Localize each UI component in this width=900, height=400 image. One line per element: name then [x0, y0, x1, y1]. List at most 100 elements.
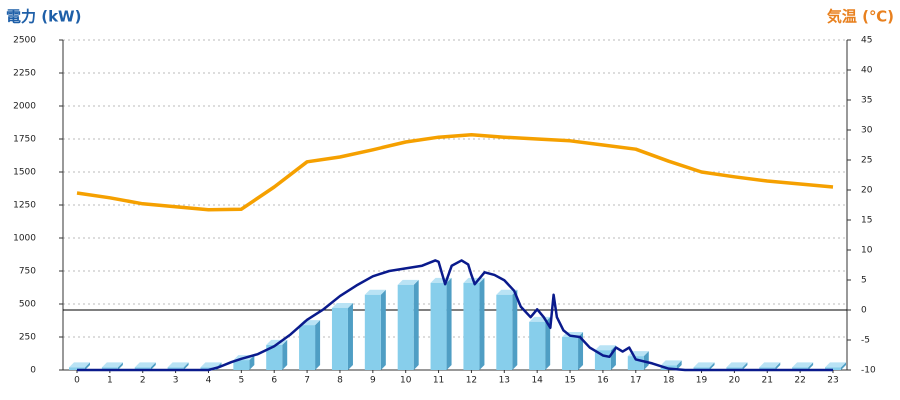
- y2-tick-label: 0: [861, 306, 867, 316]
- x-tick-label: 22: [794, 376, 805, 386]
- x-tick-label: 17: [630, 376, 641, 386]
- x-tick-label: 6: [271, 376, 277, 386]
- bar-side: [709, 362, 715, 370]
- bar: [233, 360, 250, 370]
- y-axis-title: 電力 (kW): [6, 8, 81, 26]
- x-tick-label: 8: [337, 376, 343, 386]
- y-tick-label: 1750: [13, 135, 36, 145]
- bar-side: [742, 362, 748, 370]
- x-tick-label: 12: [466, 376, 477, 386]
- bar-top: [594, 345, 616, 351]
- bar-side: [578, 332, 584, 370]
- bar: [529, 321, 546, 370]
- x-tick-label: 16: [597, 376, 609, 386]
- bar-side: [808, 362, 814, 370]
- x-tick-label: 4: [206, 376, 212, 386]
- y-tick-label: 0: [30, 366, 36, 376]
- x-tick-label: 13: [499, 376, 510, 386]
- bar: [134, 367, 151, 370]
- x-tick-label: 23: [827, 376, 838, 386]
- y-tick-label: 1250: [13, 201, 36, 211]
- bar: [200, 367, 217, 370]
- y2-tick-label: 10: [861, 246, 873, 256]
- bar-side: [347, 302, 353, 370]
- bar-side: [282, 339, 288, 370]
- x-tick-label: 11: [433, 376, 444, 386]
- bar-side: [380, 289, 386, 370]
- y2-tick-label: 40: [861, 66, 873, 76]
- bar: [397, 284, 414, 370]
- bar-top: [364, 289, 386, 295]
- bar-top: [660, 360, 682, 366]
- y2-tick-label: 30: [861, 126, 873, 136]
- y-tick-label: 2250: [13, 69, 36, 79]
- bar-top: [825, 362, 846, 368]
- x-tick-label: 19: [696, 376, 708, 386]
- y-tick-label: 2500: [13, 36, 36, 46]
- bar-side: [446, 277, 452, 370]
- bar-top: [200, 362, 222, 368]
- bar: [562, 337, 579, 370]
- y2-axis-title: 気温 (℃): [827, 8, 894, 26]
- bar: [759, 367, 776, 370]
- y2-tick-label: -5: [861, 336, 870, 346]
- bar: [463, 282, 480, 370]
- bar-top: [397, 279, 419, 285]
- bar-top: [331, 302, 353, 308]
- bar-side: [512, 289, 518, 370]
- bar-top: [167, 362, 189, 368]
- y2-tick-label: 25: [861, 156, 872, 166]
- x-tick-label: 20: [729, 376, 741, 386]
- x-tick-label: 9: [370, 376, 376, 386]
- bar: [266, 344, 283, 370]
- x-tick-label: 14: [531, 376, 543, 386]
- bar-top: [69, 362, 90, 368]
- bar-side: [150, 362, 156, 370]
- bar: [825, 367, 841, 370]
- bar-side: [117, 362, 123, 370]
- bar-side: [413, 279, 419, 370]
- bar-side: [183, 362, 189, 370]
- bar-side: [775, 362, 781, 370]
- y-tick-label: 1500: [13, 168, 36, 178]
- bar-top: [792, 362, 814, 368]
- temperature-line: [76, 133, 834, 212]
- y2-tick-label: 20: [861, 186, 873, 196]
- bar-side: [643, 351, 649, 370]
- bar-top: [134, 362, 156, 368]
- bar-side: [479, 277, 485, 370]
- x-tick-label: 3: [173, 376, 179, 386]
- bar: [364, 294, 381, 370]
- bar-side: [249, 355, 255, 370]
- bar: [792, 367, 809, 370]
- bar: [496, 294, 513, 370]
- y-tick-label: 1000: [13, 234, 36, 244]
- bar-side: [315, 320, 321, 370]
- y-tick-label: 750: [19, 267, 36, 277]
- bar-side: [841, 362, 846, 370]
- x-tick-label: 1: [107, 376, 113, 386]
- bar: [299, 325, 316, 370]
- x-tick-label: 15: [564, 376, 575, 386]
- y2-tick-label: 15: [861, 216, 872, 226]
- bar-side: [545, 316, 551, 370]
- y-tick-label: 500: [19, 300, 36, 310]
- x-tick-label: 18: [663, 376, 675, 386]
- bar-side: [85, 362, 90, 370]
- y2-tick-label: 45: [861, 36, 872, 46]
- bar: [430, 282, 447, 370]
- bar: [101, 367, 118, 370]
- bar-top: [101, 362, 123, 368]
- bar: [167, 367, 184, 370]
- bar-side: [676, 360, 682, 370]
- y-tick-label: 2000: [13, 102, 36, 112]
- bar-top: [496, 289, 518, 295]
- y2-tick-label: 35: [861, 96, 872, 106]
- bar-top: [693, 362, 715, 368]
- x-tick-label: 0: [74, 376, 80, 386]
- bar: [726, 367, 743, 370]
- power-line: [77, 259, 833, 372]
- y2-tick-label: 5: [861, 276, 867, 286]
- bar: [331, 307, 348, 370]
